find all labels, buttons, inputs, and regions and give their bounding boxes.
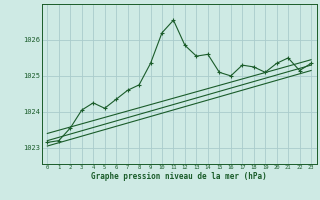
X-axis label: Graphe pression niveau de la mer (hPa): Graphe pression niveau de la mer (hPa) — [91, 172, 267, 181]
